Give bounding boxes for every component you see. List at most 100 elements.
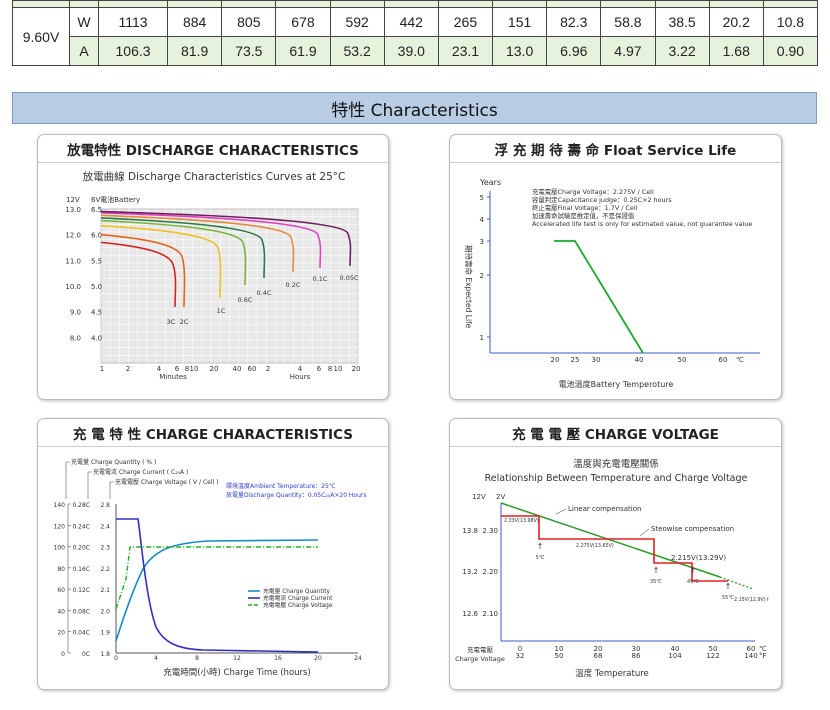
y-tick: 2.8 (100, 502, 110, 509)
point-label: 2.215V(13.29V) (671, 554, 726, 562)
y-axis-title: Charge Voltage (455, 655, 505, 663)
y-tick: 2 (480, 272, 484, 280)
discharge-curve (100, 219, 247, 286)
voltage-chart: 溫度與充電電壓關係 Relationship Between Temperatur… (455, 458, 770, 679)
y-tick: 8.0 (70, 334, 81, 342)
section-header: 特性 Characteristics (12, 92, 817, 124)
temp-label: 5℃ (536, 555, 545, 561)
x-label: 充電時間(小時) Charge Time (hours) (163, 667, 311, 678)
x-tick: 68 (594, 652, 603, 660)
curve-label: 0.6C (238, 296, 253, 304)
float-chart: Years 5 4 3 2 1 20 25 30 40 50 60 ℃ 期待壽命 Expected Lif… (464, 178, 760, 389)
temp-label: 55℃ (722, 595, 734, 601)
y-tick: 1 (480, 334, 484, 342)
legend-label: 充電電流 Charge Current (263, 594, 333, 602)
panel-title: 充 電 特 性 CHARGE CHARACTERISTICS (38, 419, 388, 447)
y-tick: 5.5 (91, 257, 102, 265)
y-tick: 11.0 (65, 257, 81, 265)
y-tick: 12.0 (65, 232, 81, 240)
legend-text: 充電電壓 Charge Voltage ( V / Cell ) (115, 478, 218, 486)
curve-label: 2C (180, 318, 189, 326)
x-unit: ℃ (736, 356, 744, 364)
unit-cell: W (69, 7, 99, 37)
step-line (501, 515, 728, 582)
x-tick: 16 (274, 655, 282, 662)
x-tick: 8 (328, 365, 332, 373)
discharge-curve (100, 241, 177, 308)
x-tick: 60 (248, 365, 257, 373)
line-label: Steowise compensation (651, 525, 734, 533)
discharge-curve (100, 217, 266, 279)
leader (639, 528, 650, 537)
x-tick: 30 (632, 645, 641, 653)
y-tick: 80 (57, 566, 65, 573)
x-tick: 20 (551, 356, 560, 364)
curve-label: 1C (217, 307, 226, 315)
unit-cell: A (69, 36, 99, 66)
y-tick: 40 (57, 608, 65, 615)
voltage-curve (115, 546, 318, 610)
y-tick: 4 (480, 216, 485, 224)
y-tick: 4.0 (91, 334, 102, 342)
table-cell: 592 (329, 7, 385, 37)
arrow-icon: ↑ (690, 566, 697, 575)
x-tick: 60 (747, 645, 756, 653)
y-tick: 13.2 (462, 568, 478, 576)
discharge-curve (100, 233, 186, 308)
table-row (12, 0, 819, 8)
line-label: Linear compensation (568, 505, 641, 513)
table-cell: 442 (383, 7, 439, 37)
y-tick: 0.16C (72, 566, 90, 573)
table-cell: 61.9 (275, 36, 331, 66)
x-tick: 50 (555, 652, 564, 660)
table-cell: 73.5 (221, 36, 277, 66)
y-tick: 120 (54, 523, 66, 530)
x-tick: 10 (555, 645, 564, 653)
table-cell: 6.96 (546, 36, 602, 66)
table-row: 9.60V W 1113 884 805 678 592 442 265 151 82.3 58.… (12, 7, 819, 66)
legend-label: 充電量 Charge Quantity (263, 587, 330, 595)
x-tick: 25 (571, 356, 580, 364)
x-label: Minutes (159, 373, 187, 381)
y-tick: 6.0 (91, 232, 102, 240)
table-cell: 20.2 (708, 7, 764, 37)
x-tick: 40 (635, 356, 644, 364)
table-cell: 884 (167, 7, 223, 37)
temp-label: 35℃ (650, 579, 662, 585)
y-tick: 4.5 (91, 309, 102, 317)
x-tick: 4 (157, 365, 162, 373)
y-tick: 2.10 (482, 610, 498, 618)
temp-label: 45℃ (687, 579, 699, 585)
table-row: A 106.3 81.9 73.5 61.9 53.2 39.0 23.1 13.0 6.96 4… (13, 36, 819, 66)
curve-label: 0.1C (313, 275, 328, 283)
panel-title: 放電特性 DISCHARGE CHARACTERISTICS (38, 135, 388, 163)
chart-subtitle: 放電曲線 Discharge Characteristics Curves at… (83, 170, 346, 183)
y-unit: 12V (472, 493, 486, 501)
x-tick: 32 (516, 652, 525, 660)
x-tick: 0 (518, 645, 522, 653)
discharge-curve (100, 214, 295, 273)
table-cell: 10.8 (762, 7, 819, 37)
curve-label: 0.4C (257, 289, 272, 297)
panel-title: 浮 充 期 待 壽 命 Float Service Life (450, 135, 781, 163)
y-tick: 2.4 (100, 523, 110, 530)
x-tick: 20 (314, 655, 322, 662)
curve-label: 0.2C (286, 281, 301, 289)
discharge-chart: 放電曲線 Discharge Characteristics Curves at… (65, 170, 360, 381)
charge-chart: 充電量 Charge Quantity ( % ) 充電電流 Charge Cur… (54, 458, 367, 678)
x-tick: 24 (354, 655, 362, 662)
current-curve (116, 518, 319, 653)
note-text: Accelerated life test is only for estima… (532, 220, 752, 228)
x-tick: 4 (154, 655, 158, 662)
table-cell: 151 (492, 7, 548, 37)
note-text: 容量判定Capacitance judge：0.25C×2 hours (532, 195, 672, 204)
y-tick: 1.8 (100, 651, 110, 658)
x-tick: 30 (592, 356, 601, 364)
discharge-curve (100, 210, 352, 267)
table-cell: 13.0 (492, 36, 548, 66)
chart-subtitle: 溫度與充電電壓關係 (573, 458, 659, 470)
x-tick: 10 (334, 365, 343, 373)
x-tick: 122 (706, 652, 719, 660)
point-label: 2.15V(12.9V)↑ (734, 597, 770, 603)
y-tick: 3 (480, 238, 484, 246)
